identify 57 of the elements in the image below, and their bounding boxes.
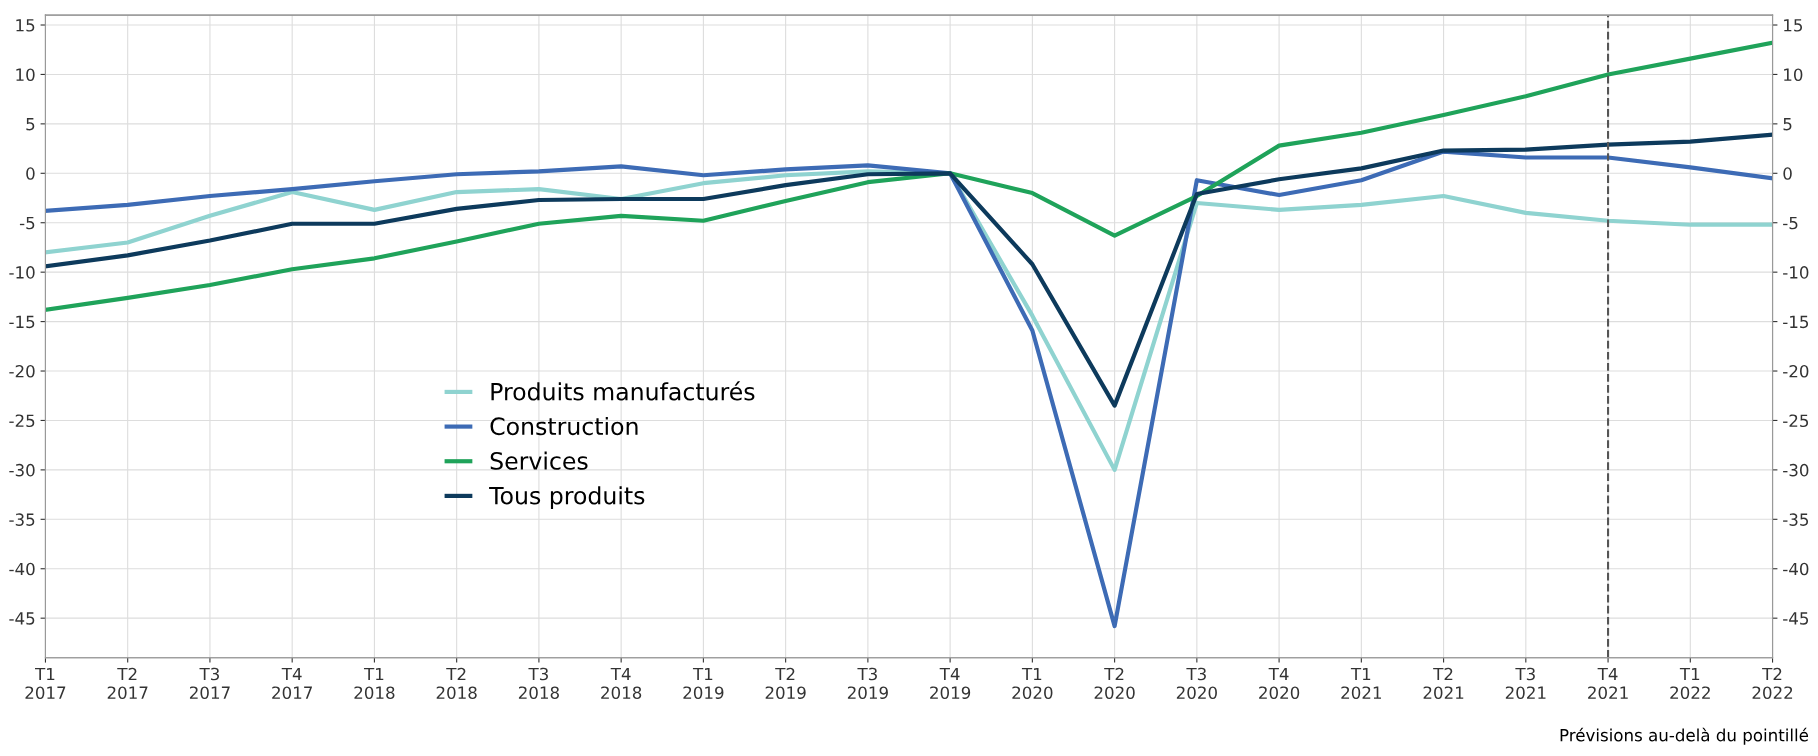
y-tick-label: -30 [9, 463, 35, 477]
x-tick-label: T1 2017 [25, 667, 66, 700]
y-tick-label: -45 [9, 612, 35, 625]
x-tick-label: T4 2017 [272, 667, 312, 700]
x-tick-label: T4 2019 [930, 667, 971, 700]
x-tick-label: T3 2021 [1505, 667, 1546, 700]
x-tick-label: T1 2020 [1012, 667, 1053, 700]
y2-tick-label: -35 [1783, 513, 1809, 526]
x-tick-label: T1 2018 [354, 667, 395, 700]
x-tick-label: T3 2017 [189, 667, 230, 700]
x-tick-label: T1 2019 [683, 667, 724, 700]
x-tick-label: T3 2020 [1176, 667, 1217, 700]
y-tick-label: -10 [9, 266, 35, 279]
legend-label: Services [490, 451, 588, 470]
y-tick-label: -40 [9, 562, 35, 576]
y-tick-label: 5 [26, 118, 35, 131]
y2-tick-label: -15 [1783, 315, 1809, 329]
y-tick-label: 15 [16, 19, 35, 32]
line-series [45, 40, 1773, 312]
x-tick-label: T4 2020 [1259, 667, 1300, 700]
x-tick-label: T3 2019 [847, 667, 888, 700]
y2-tick-label: -30 [1783, 463, 1809, 477]
y2-tick-label: 10 [1784, 68, 1803, 82]
y2-tick-label: -10 [1783, 266, 1809, 279]
x-tick-label: T2 2017 [107, 667, 148, 700]
y-tick-label: -25 [9, 414, 35, 428]
y2-tick-label: -20 [1783, 364, 1809, 378]
x-tick-label: T3 2018 [518, 667, 559, 700]
x-tick-label: T4 2018 [601, 667, 642, 700]
legend-label: Produits manufacturés [491, 381, 755, 401]
y2-tick-label: -25 [1783, 414, 1809, 428]
x-tick-label: T2 2020 [1094, 667, 1135, 700]
x-tick-label: T1 2022 [1670, 667, 1710, 700]
line-series [45, 132, 1773, 408]
y2-tick-label: 0 [1783, 167, 1792, 180]
y-tick-label: 10 [16, 68, 35, 82]
x-tick-label: T1 2021 [1341, 667, 1381, 700]
y-tick-label: -20 [9, 364, 35, 378]
y2-tick-label: -45 [1783, 612, 1809, 625]
x-tick-label: T2 2021 [1423, 667, 1464, 700]
legend-label: Tous produits [489, 486, 645, 510]
y2-tick-label: 5 [1783, 118, 1792, 131]
y-tick-label: 0 [26, 167, 35, 180]
y-tick-label: -35 [9, 513, 35, 526]
y-tick-label: -5 [19, 216, 35, 230]
x-tick-label: T2 2018 [436, 667, 477, 700]
y2-tick-label: -5 [1783, 216, 1798, 230]
y2-tick-label: 15 [1784, 19, 1803, 32]
y-tick-label: -15 [9, 315, 35, 329]
line-series [45, 169, 1773, 472]
x-tick-label: T2 2019 [765, 667, 806, 700]
x-tick-label: T2 2022 [1752, 667, 1793, 700]
text: Prévisions au-delà du pointillé [1560, 727, 1809, 745]
x-tick-label: T4 2021 [1588, 667, 1628, 700]
legend-label: Construction [490, 416, 638, 436]
y2-tick-label: -40 [1783, 562, 1809, 576]
line-series [45, 149, 1773, 629]
